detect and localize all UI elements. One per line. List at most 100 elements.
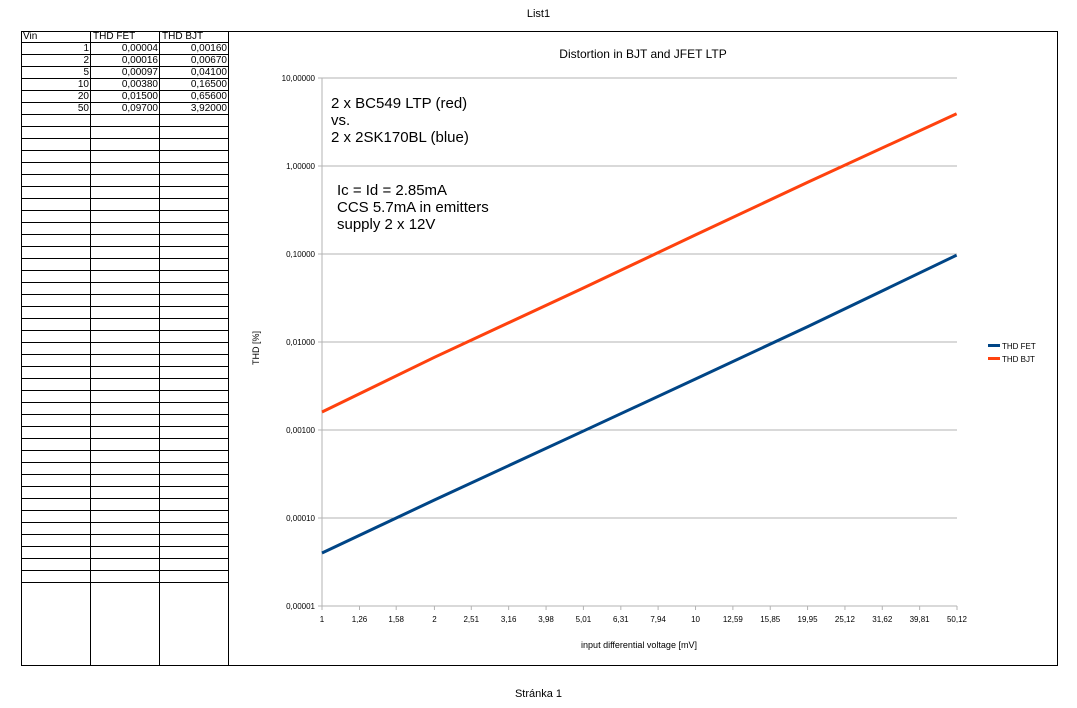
table-row xyxy=(21,163,229,175)
table-row: 20 0,01500 0,65600 xyxy=(21,91,229,103)
table-cell: 5 xyxy=(83,67,89,78)
table-cell: 0,65600 xyxy=(190,91,227,102)
table-row xyxy=(21,523,229,535)
legend-label: THD FET xyxy=(1002,342,1036,351)
x-axis-label: input differential voltage [mV] xyxy=(581,640,697,650)
series-line-thd-bjt xyxy=(321,112,958,414)
x-tick-label: 2,51 xyxy=(463,615,479,624)
table-row xyxy=(21,223,229,235)
table-row xyxy=(21,139,229,151)
table-row xyxy=(21,451,229,463)
column-divider xyxy=(159,31,160,666)
table-row xyxy=(21,127,229,139)
table-cell: 0,04100 xyxy=(190,67,227,78)
y-tick-label: 0,00010 xyxy=(286,514,315,523)
table-header-cell: Vin xyxy=(23,31,38,42)
table-row xyxy=(21,175,229,187)
table-row: 1 0,00004 0,00160 xyxy=(21,43,229,55)
x-tick-label: 19,95 xyxy=(798,615,819,624)
annotation-text: Ic = Id = 2.85mA xyxy=(337,182,447,199)
annotation-text: vs. xyxy=(331,112,350,129)
legend-swatch xyxy=(988,357,1000,360)
table-row xyxy=(21,571,229,583)
table-cell: 0,00380 xyxy=(121,79,158,90)
page-footer: Stránka 1 xyxy=(514,688,563,700)
table-row xyxy=(21,499,229,511)
table-row xyxy=(21,403,229,415)
table-row xyxy=(21,211,229,223)
annotation-text: CCS 5.7mA in emitters xyxy=(337,199,489,216)
x-tick-label: 1,26 xyxy=(352,615,368,624)
data-table: Vin THD FET THD BJT 1 0,00004 0,00160 2 0,00016… xyxy=(21,31,229,666)
x-tick-label: 15,85 xyxy=(760,615,781,624)
table-cell: 0,09700 xyxy=(121,103,158,114)
table-row xyxy=(21,511,229,523)
table-row xyxy=(21,307,229,319)
table-cell: 0,01500 xyxy=(121,91,158,102)
table-header-cell: THD BJT xyxy=(162,31,204,42)
column-divider xyxy=(90,31,91,666)
column-divider xyxy=(228,31,229,666)
table-cell: 20 xyxy=(77,91,89,102)
table-row xyxy=(21,487,229,499)
x-tick-label: 39,81 xyxy=(910,615,931,624)
table-row xyxy=(21,259,229,271)
page-title: List1 xyxy=(526,8,551,20)
table-header-cell: THD FET xyxy=(93,31,136,42)
table-row xyxy=(21,379,229,391)
annotation-text: 2 x 2SK170BL (blue) xyxy=(331,129,469,146)
x-tick-label: 3,98 xyxy=(538,615,554,624)
legend-label: THD BJT xyxy=(1002,355,1035,364)
table-header-row: Vin THD FET THD BJT xyxy=(21,31,229,43)
table-cell: 1 xyxy=(83,43,89,54)
x-tick-label: 1 xyxy=(320,615,325,624)
y-tick-label: 0,00100 xyxy=(286,426,315,435)
table-row xyxy=(21,343,229,355)
x-tick-label: 50,12 xyxy=(947,615,968,624)
table-row xyxy=(21,187,229,199)
table-row xyxy=(21,391,229,403)
table-row xyxy=(21,367,229,379)
table-row xyxy=(21,235,229,247)
table-row xyxy=(21,247,229,259)
table-row xyxy=(21,535,229,547)
table-cell: 0,00097 xyxy=(121,67,158,78)
table-row xyxy=(21,271,229,283)
table-row xyxy=(21,559,229,571)
table-row xyxy=(21,283,229,295)
y-tick-label: 0,00001 xyxy=(286,602,315,611)
x-tick-label: 1,58 xyxy=(388,615,404,624)
x-tick-label: 10 xyxy=(691,615,700,624)
table-cell: 0,16500 xyxy=(190,79,227,90)
table-row: 5 0,00097 0,04100 xyxy=(21,67,229,79)
legend-swatch xyxy=(988,344,1000,347)
table-cell: 50 xyxy=(77,103,89,114)
y-tick-label: 10,00000 xyxy=(282,74,316,83)
table-row xyxy=(21,355,229,367)
x-tick-label: 2 xyxy=(432,615,437,624)
table-row xyxy=(21,295,229,307)
y-tick-label: 0,10000 xyxy=(286,250,315,259)
y-axis-label: THD [%] xyxy=(251,331,261,365)
x-tick-label: 3,16 xyxy=(501,615,517,624)
x-tick-label: 12,59 xyxy=(723,615,744,624)
x-tick-label: 6,31 xyxy=(613,615,629,624)
table-row xyxy=(21,427,229,439)
table-row xyxy=(21,319,229,331)
table-row xyxy=(21,151,229,163)
table-cell: 0,00160 xyxy=(190,43,227,54)
table-cell: 0,00004 xyxy=(121,43,158,54)
x-tick-label: 5,01 xyxy=(576,615,592,624)
table-row xyxy=(21,547,229,559)
table-cell: 10 xyxy=(77,79,89,90)
table-row xyxy=(21,475,229,487)
x-tick-label: 25,12 xyxy=(835,615,856,624)
y-tick-label: 1,00000 xyxy=(286,162,315,171)
table-row xyxy=(21,331,229,343)
table-row xyxy=(21,463,229,475)
table-row: 10 0,00380 0,16500 xyxy=(21,79,229,91)
table-row: 50 0,09700 3,92000 xyxy=(21,103,229,115)
table-cell: 3,92000 xyxy=(190,103,227,114)
table-row xyxy=(21,415,229,427)
